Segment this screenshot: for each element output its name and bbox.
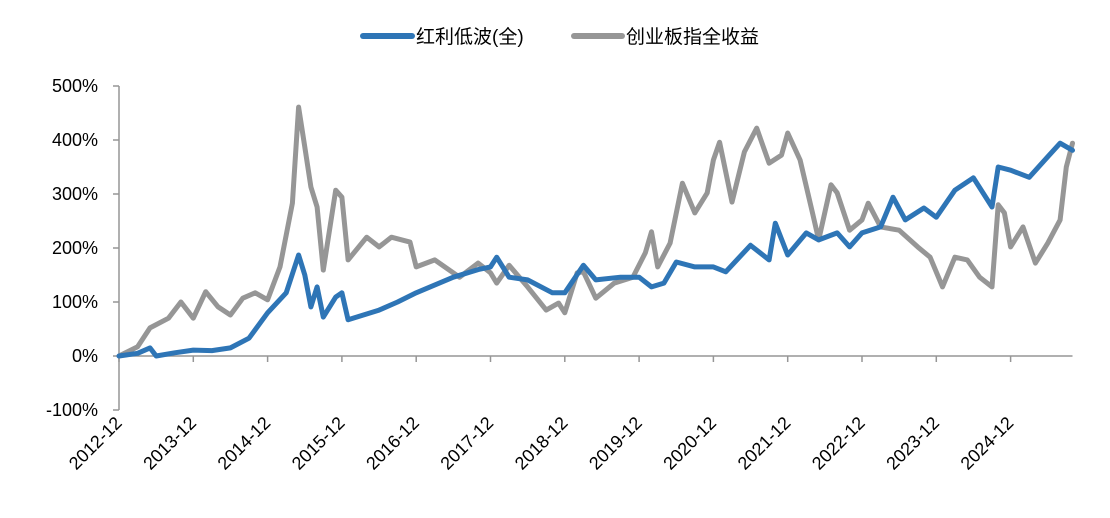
x-tick-label: 2018-12 (511, 413, 572, 474)
y-tick-label: -100% (46, 400, 98, 420)
x-tick-label: 2022-12 (808, 413, 869, 474)
x-tick-label: 2014-12 (214, 413, 275, 474)
x-tick-label: 2013-12 (139, 413, 200, 474)
x-tick-label: 2015-12 (288, 413, 349, 474)
y-tick-label: 0% (72, 346, 98, 366)
x-tick-label: 2023-12 (882, 413, 943, 474)
series-line-dividend-low-vol (116, 140, 1075, 359)
legend-label-dividend-low-vol: 红利低波(全) (416, 26, 524, 48)
series-lines (116, 104, 1075, 359)
x-tick-label: 2012-12 (65, 413, 126, 474)
y-tick-label: 500% (52, 76, 98, 96)
y-tick-label: 100% (52, 292, 98, 312)
x-tick-label: 2021-12 (734, 413, 795, 474)
x-tick-label: 2019-12 (585, 413, 646, 474)
legend: 红利低波(全) 创业板指全收益 (360, 26, 759, 48)
y-tick-label: 300% (52, 184, 98, 204)
y-tick-label: 400% (52, 130, 98, 150)
x-tick-label: 2024-12 (957, 413, 1018, 474)
axes: -100% 0% 100% 200% 300% 400% 500% 2012-12 2013-1… (46, 76, 1073, 474)
x-tick-label: 2016-12 (362, 413, 423, 474)
legend-label-chinext-total-return: 创业板指全收益 (626, 26, 759, 48)
y-tick-label: 200% (52, 238, 98, 258)
x-tick-label: 2017-12 (436, 413, 497, 474)
x-tick-label: 2020-12 (659, 413, 720, 474)
